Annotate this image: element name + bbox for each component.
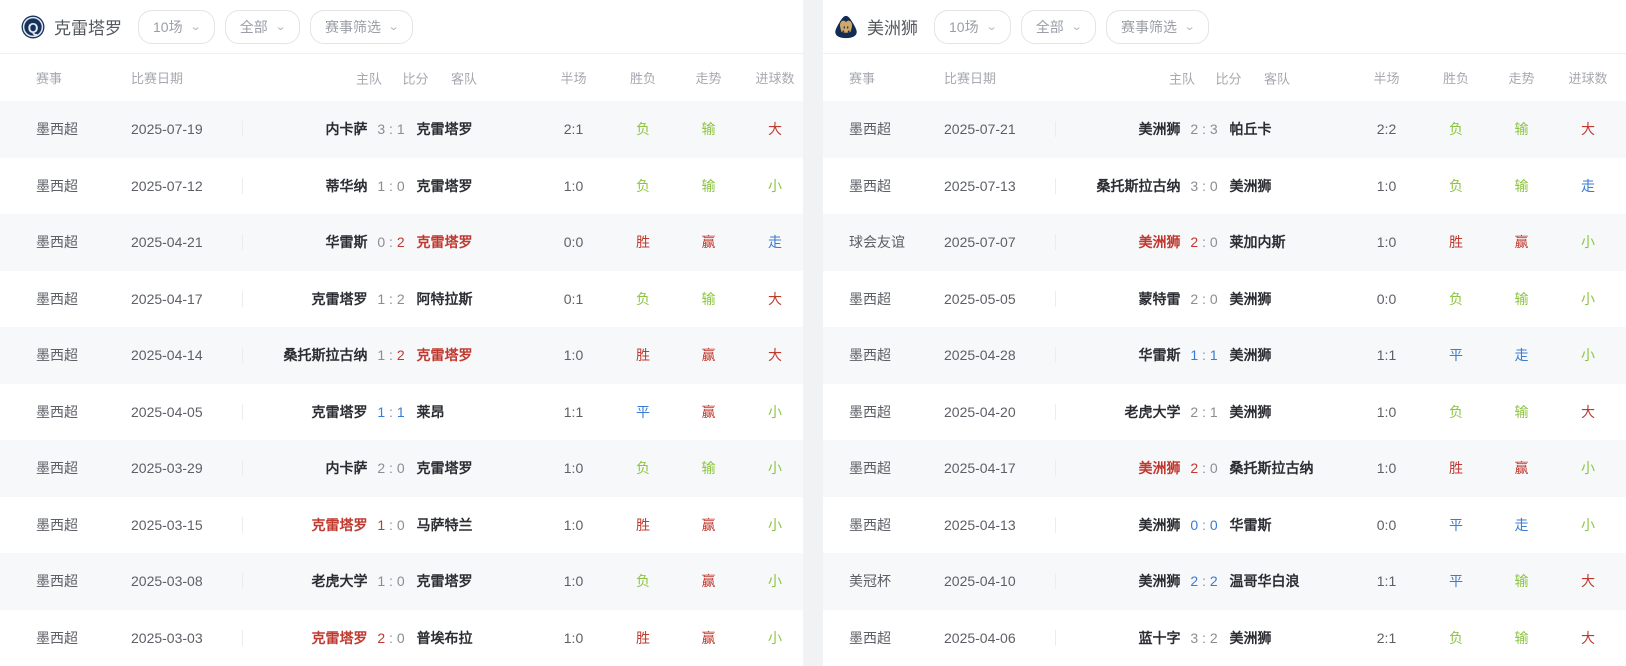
- svg-text:Q: Q: [28, 20, 39, 35]
